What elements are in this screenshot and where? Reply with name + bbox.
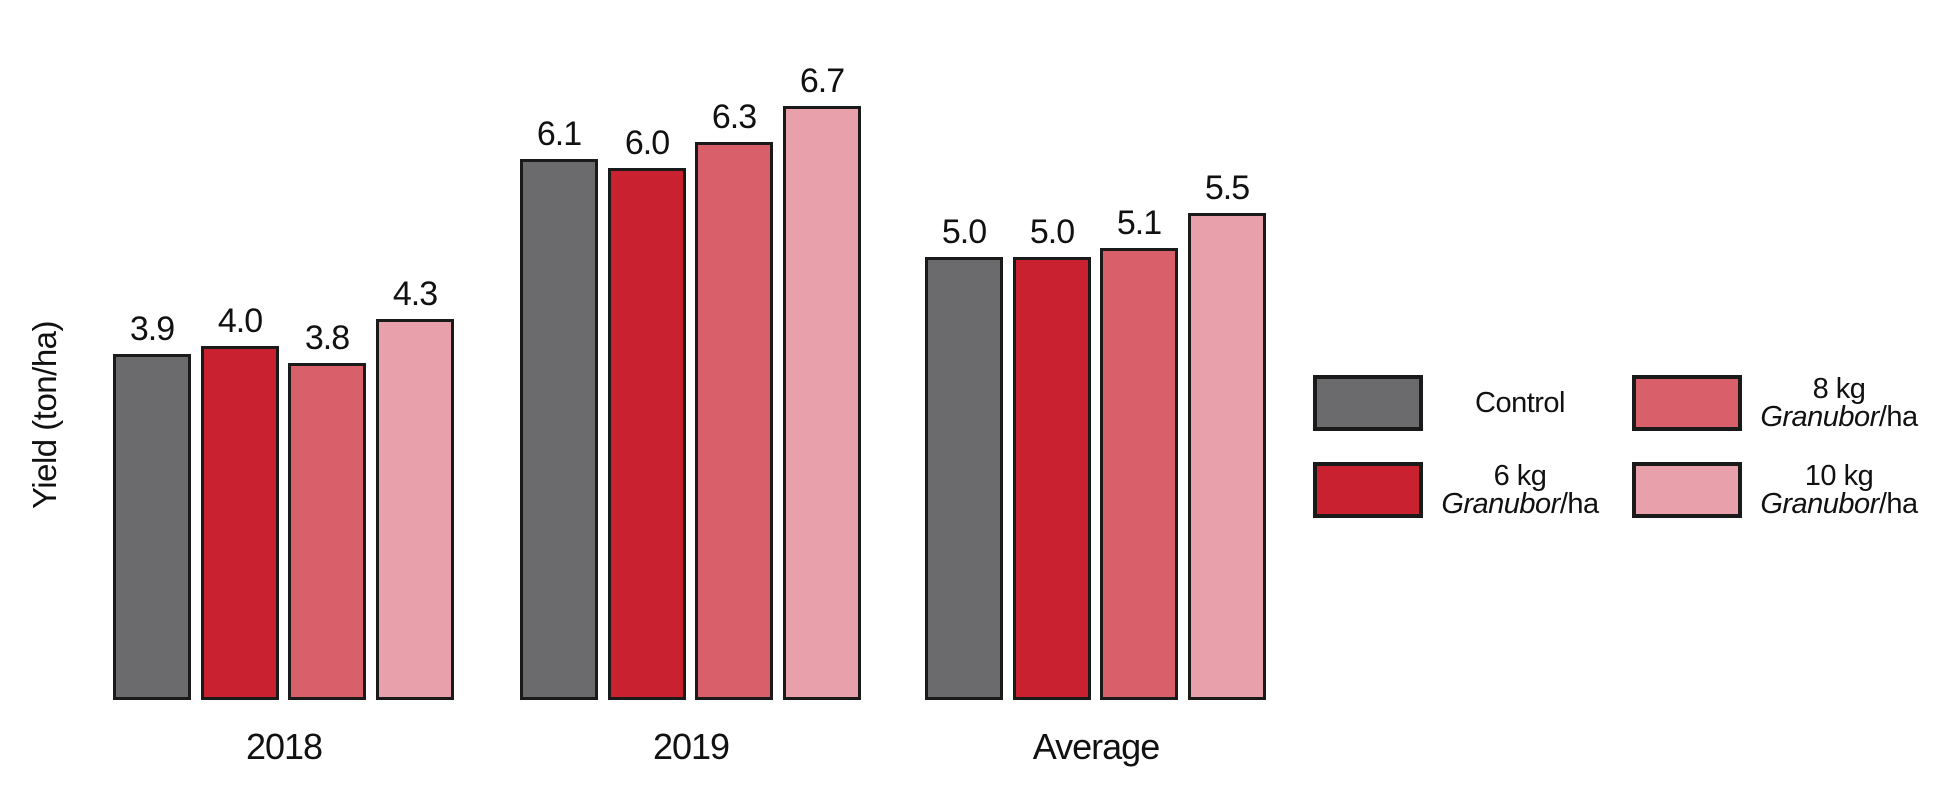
- bar-value-label-average-control: 5.0: [941, 213, 987, 251]
- bar-value-label-2019-control: 6.1: [536, 115, 582, 153]
- bar-2019-8-kg-granubor-ha: [695, 142, 773, 700]
- y-axis-title: Yield (ton/ha): [26, 320, 63, 510]
- legend-label-6-kg-granubor-ha: 6 kg Granubor/ha: [1441, 460, 1599, 520]
- bar-value-label-2019-8-kg-granubor-ha: 6.3: [711, 98, 757, 136]
- legend-label-control: Control: [1475, 387, 1566, 419]
- bar-2019-10-kg-granubor-ha: [783, 106, 861, 700]
- legend-label-10-kg-granubor-ha: 10 kg Granubor/ha: [1760, 460, 1918, 520]
- legend-item-6-kg-granubor-ha: 6 kg Granubor/ha: [1313, 460, 1609, 520]
- bar-average-control: [925, 257, 1003, 700]
- bar-2018-6-kg-granubor-ha: [201, 346, 279, 700]
- bar-value-label-2018-control: 3.9: [129, 310, 175, 348]
- bar-value-label-2019-10-kg-granubor-ha: 6.7: [799, 62, 845, 100]
- bar-2018-control: [113, 354, 191, 700]
- bar-2018-10-kg-granubor-ha: [376, 319, 454, 700]
- bar-2018-8-kg-granubor-ha: [288, 363, 366, 700]
- bar-value-label-average-6-kg-granubor-ha: 5.0: [1029, 213, 1075, 251]
- legend-swatch-control: [1313, 375, 1423, 431]
- bar-2019-6-kg-granubor-ha: [608, 168, 686, 700]
- legend-item-10-kg-granubor-ha: 10 kg Granubor/ha: [1632, 460, 1928, 520]
- legend-swatch-10-kg-granubor-ha: [1632, 462, 1742, 518]
- bar-value-label-2018-8-kg-granubor-ha: 3.8: [304, 319, 350, 357]
- legend-item-control: Control: [1313, 375, 1609, 431]
- legend-item-8-kg-granubor-ha: 8 kg Granubor/ha: [1632, 373, 1928, 433]
- x-axis-label-average: Average: [1032, 726, 1160, 767]
- x-axis-label-2018: 2018: [245, 726, 323, 767]
- legend-swatch-6-kg-granubor-ha: [1313, 462, 1423, 518]
- bar-average-6-kg-granubor-ha: [1013, 257, 1091, 700]
- bar-average-10-kg-granubor-ha: [1188, 213, 1266, 700]
- bar-average-8-kg-granubor-ha: [1100, 248, 1178, 700]
- legend-label-8-kg-granubor-ha: 8 kg Granubor/ha: [1760, 373, 1918, 433]
- x-axis-label-2019: 2019: [652, 726, 730, 767]
- legend-swatch-8-kg-granubor-ha: [1632, 375, 1742, 431]
- bar-value-label-average-10-kg-granubor-ha: 5.5: [1204, 169, 1250, 207]
- bar-value-label-average-8-kg-granubor-ha: 5.1: [1116, 204, 1162, 242]
- bar-value-label-2018-6-kg-granubor-ha: 4.0: [217, 302, 263, 340]
- bar-value-label-2018-10-kg-granubor-ha: 4.3: [392, 275, 438, 313]
- bar-value-label-2019-6-kg-granubor-ha: 6.0: [624, 124, 670, 162]
- bar-2019-control: [520, 159, 598, 700]
